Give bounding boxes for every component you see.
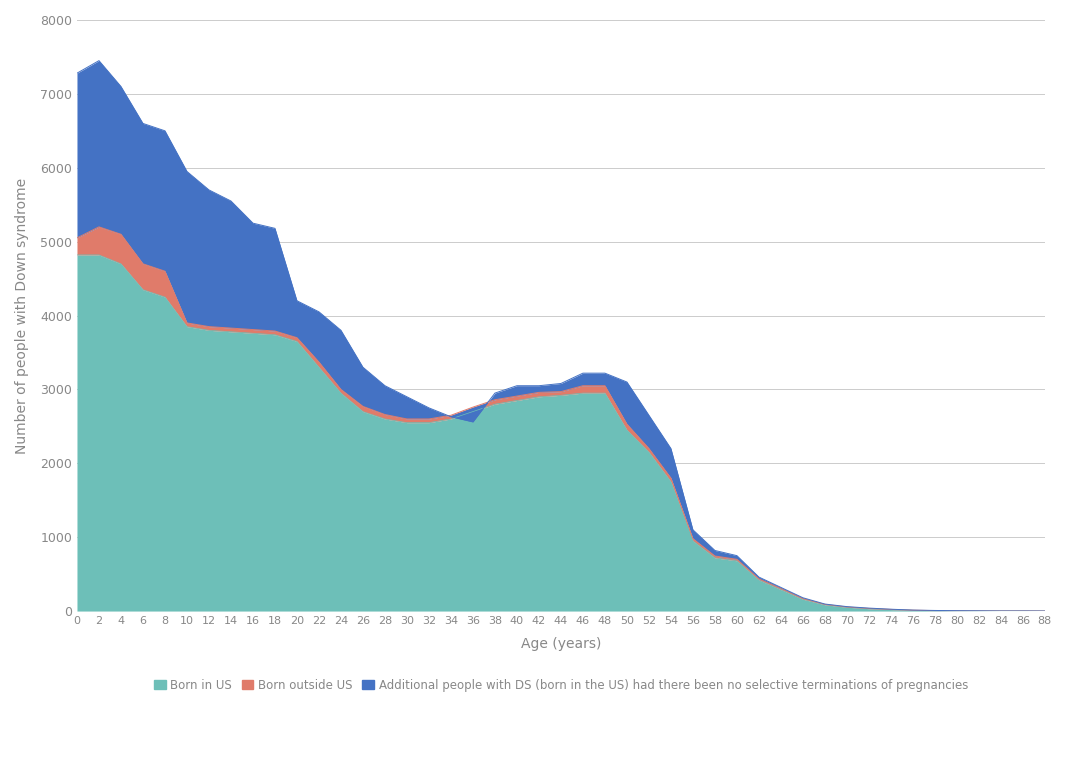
Legend: Born in US, Born outside US, Additional people with DS (born in the US) had ther: Born in US, Born outside US, Additional … [149, 674, 973, 697]
Y-axis label: Number of people with Down syndrome: Number of people with Down syndrome [15, 177, 29, 454]
X-axis label: Age (years): Age (years) [521, 637, 601, 651]
